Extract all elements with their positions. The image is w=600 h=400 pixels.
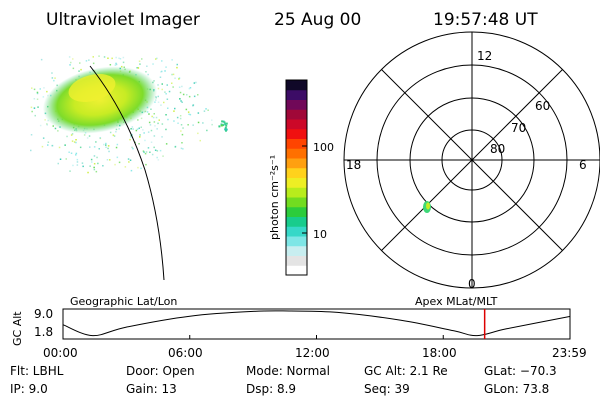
info-glon: GLon: 73.8 <box>484 382 550 396</box>
timeline-y-label: GC Alt <box>11 311 24 346</box>
info-dsp: Dsp: 8.9 <box>246 382 297 396</box>
colorbar-cell <box>286 206 307 217</box>
colorbar: 100 10 photon cm⁻²s⁻¹ <box>268 79 334 276</box>
colorbar-cell <box>286 119 307 130</box>
time-label-4: 23:59 <box>552 346 587 360</box>
time-label-3: 18:00 <box>422 346 457 360</box>
colorbar-cell <box>286 265 307 276</box>
date-label: 25 Aug 00 <box>274 10 361 30</box>
colorbar-cell <box>286 197 307 208</box>
polar-label-lat-60: 60 <box>535 99 550 113</box>
colorbar-cell <box>286 255 307 266</box>
info-mode: Mode: Normal <box>246 364 330 378</box>
apex-frame-label: Apex MLat/MLT <box>415 295 498 308</box>
timeline-y-max: 9.0 <box>34 307 53 321</box>
polar-label-lat-80: 80 <box>490 142 505 156</box>
polar-label-midnight: 0 <box>468 277 476 291</box>
polar-label-noon: 12 <box>477 49 492 63</box>
orbit-timeline: 9.0 1.8 GC Alt 00:00 06:00 12:00 18:00 2… <box>11 307 587 360</box>
colorbar-cell <box>286 89 307 100</box>
colorbar-cell <box>286 236 307 247</box>
colorbar-cell <box>286 80 307 91</box>
info-filter: Flt: LBHL <box>10 364 64 378</box>
colorbar-cell <box>286 187 307 198</box>
polar-label-dawn: 6 <box>579 158 587 172</box>
colorbar-cell <box>286 138 307 149</box>
colorbar-tick-10: 10 <box>313 228 327 241</box>
terminator-line <box>89 65 165 281</box>
orbit-altitude-curve <box>62 310 570 337</box>
instrument-title: Ultraviolet Imager <box>46 10 200 30</box>
colorbar-cell <box>286 226 307 237</box>
info-gain: Gain: 13 <box>126 382 177 396</box>
colorbar-cell <box>286 128 307 139</box>
colorbar-cell <box>286 99 307 110</box>
time-label: 19:57:48 UT <box>433 10 538 30</box>
polar-label-lat-70: 70 <box>511 121 526 135</box>
colorbar-cell <box>286 109 307 120</box>
polar-plot <box>343 31 600 289</box>
colorbar-cell <box>286 245 307 256</box>
colorbar-cell <box>286 158 307 169</box>
timeline-y-min: 1.8 <box>34 325 53 339</box>
colorbar-unit-label: photon cm⁻²s⁻¹ <box>268 155 281 240</box>
geographic-frame-label: Geographic Lat/Lon <box>70 295 177 308</box>
auroral-image <box>30 55 228 281</box>
colorbar-cell <box>286 148 307 159</box>
info-ip: IP: 9.0 <box>10 382 48 396</box>
time-label-1: 06:00 <box>168 346 203 360</box>
info-door: Door: Open <box>126 364 195 378</box>
time-label-2: 12:00 <box>295 346 330 360</box>
info-seq: Seq: 39 <box>364 382 410 396</box>
polar-label-dusk: 18 <box>346 158 361 172</box>
colorbar-tick-100: 100 <box>313 141 334 154</box>
colorbar-cell <box>286 167 307 178</box>
info-gc-alt: GC Alt: 2.1 Re <box>364 364 448 378</box>
colorbar-cell <box>286 177 307 188</box>
time-label-0: 00:00 <box>43 346 78 360</box>
polar-aurora-spot <box>423 201 431 213</box>
colorbar-cell <box>286 216 307 227</box>
info-glat: GLat: −70.3 <box>484 364 557 378</box>
